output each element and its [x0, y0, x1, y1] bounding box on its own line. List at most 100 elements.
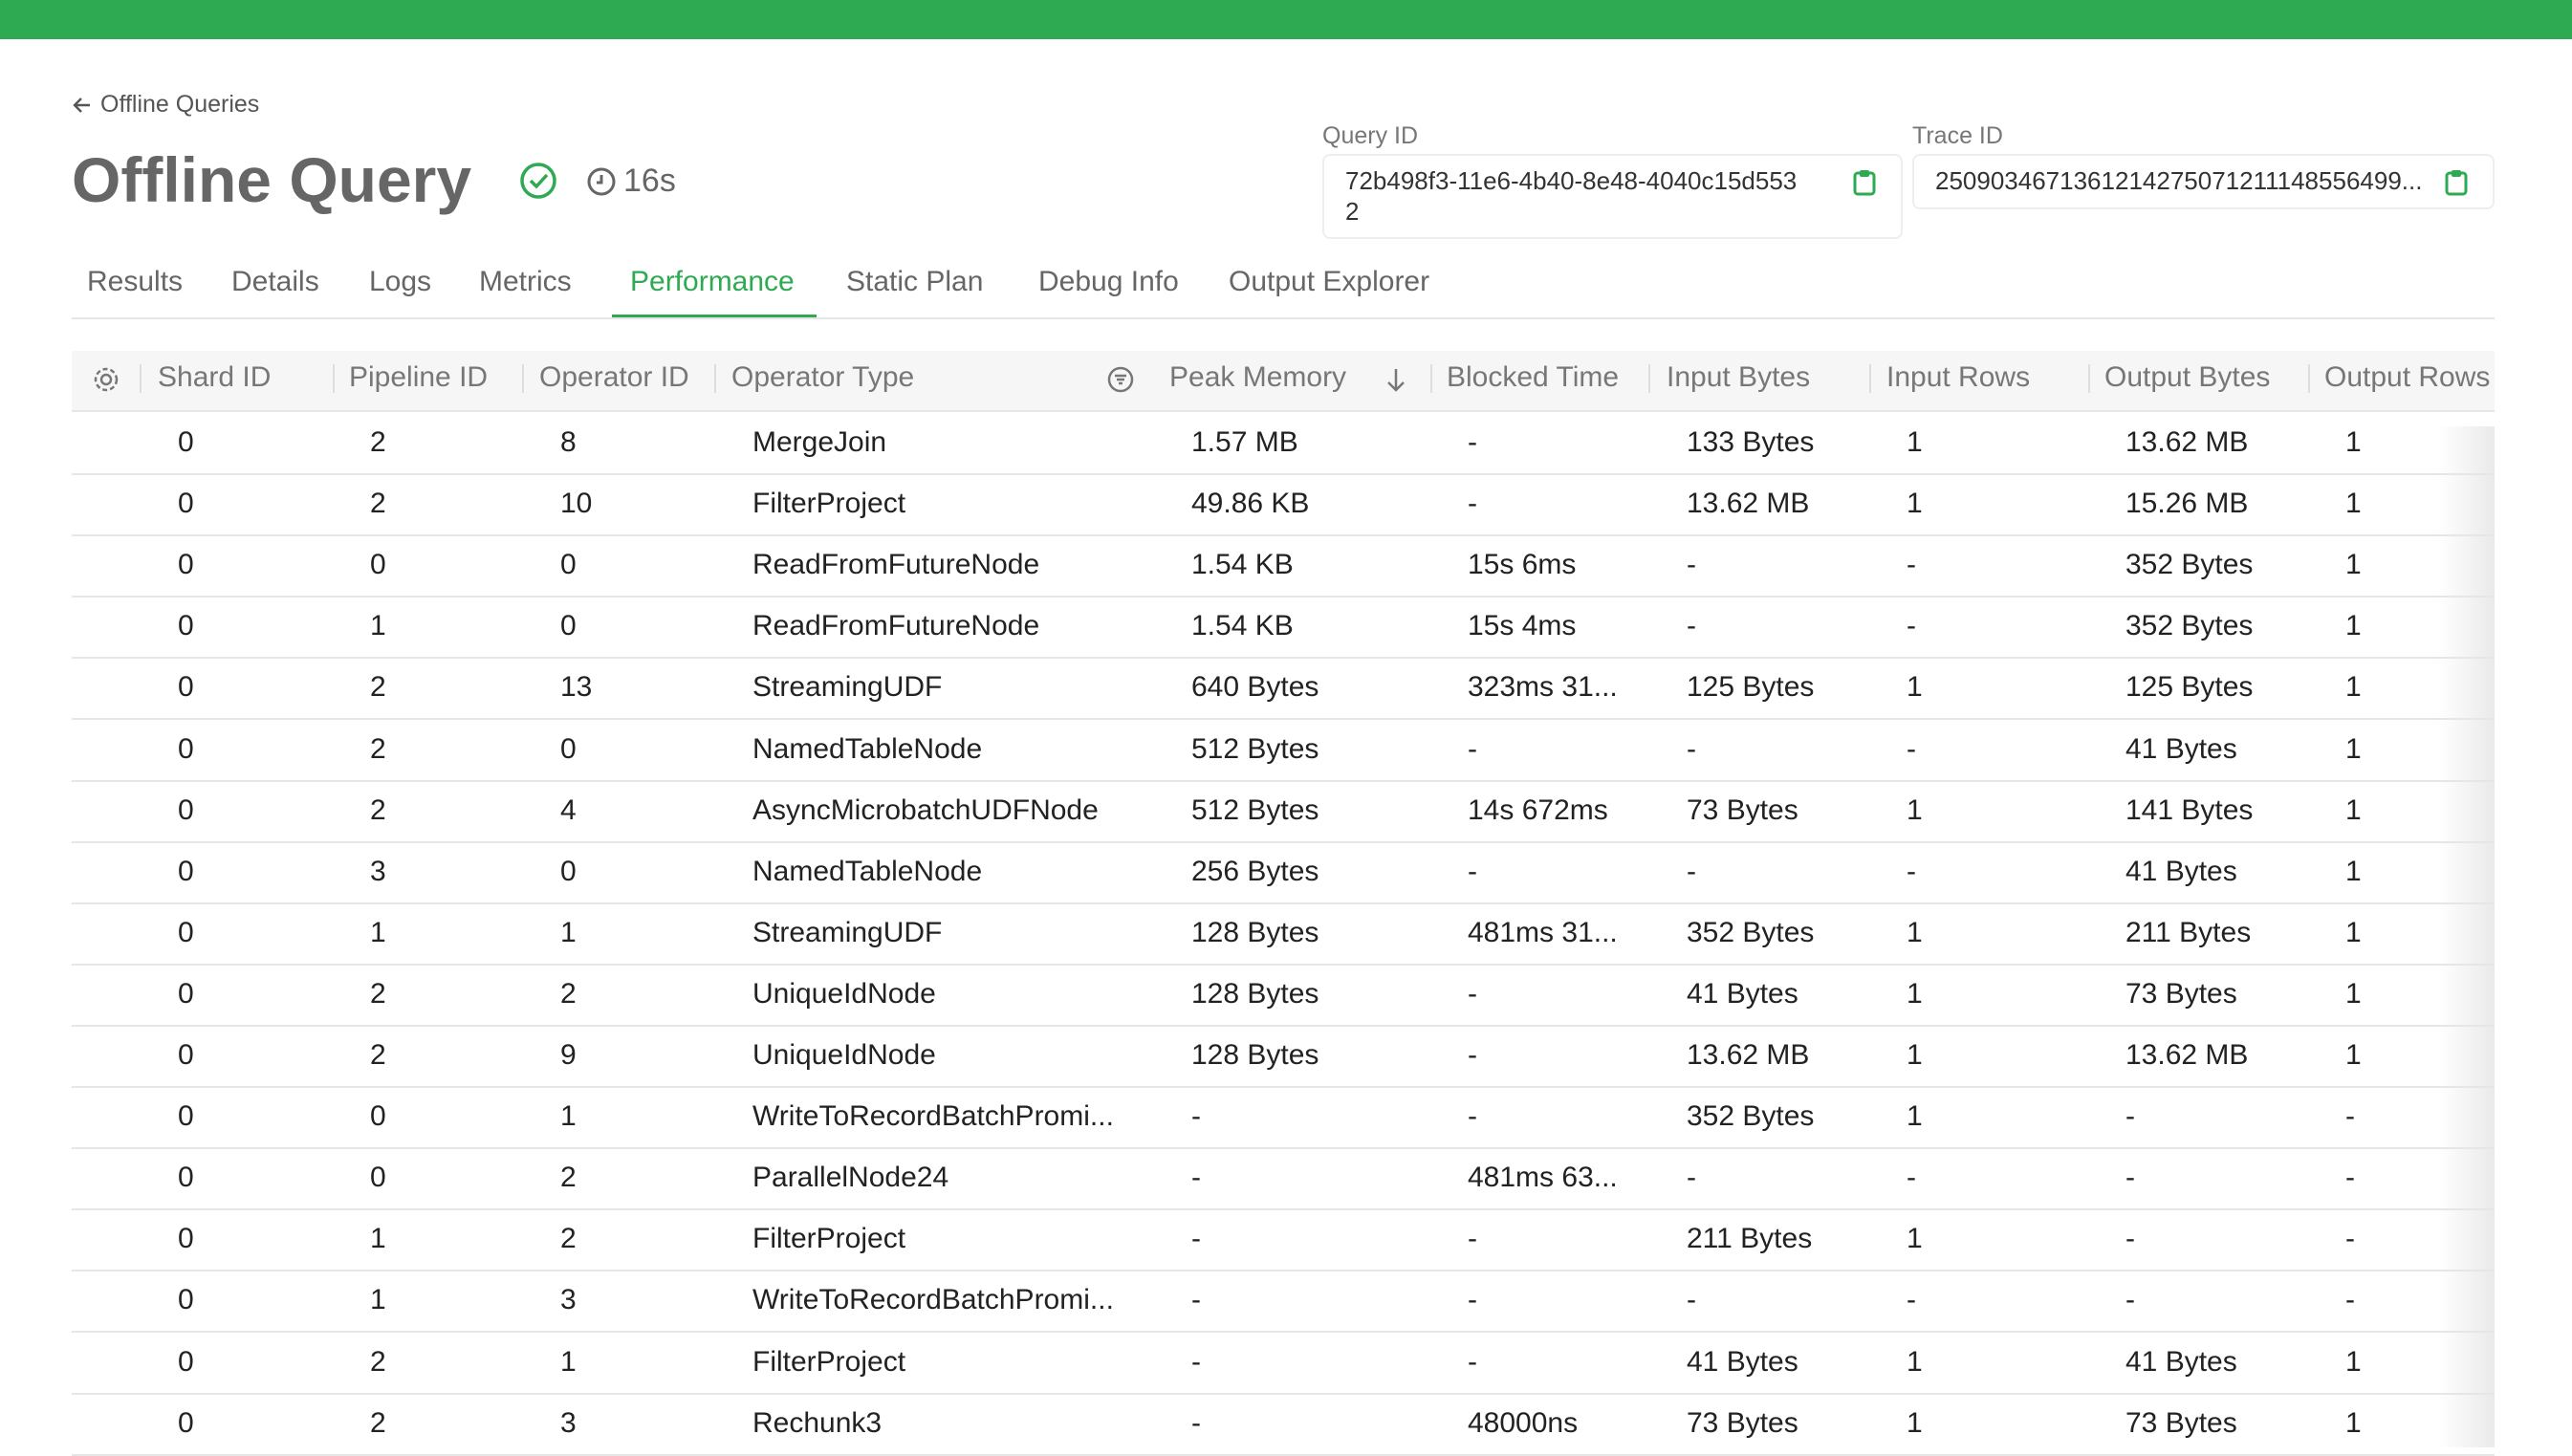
table-cell: -	[1907, 610, 1916, 642]
table-cell: FilterProject	[752, 488, 905, 520]
table-cell: -	[1191, 1223, 1201, 1255]
row-divider	[72, 596, 2495, 598]
table-cell: 0	[560, 856, 577, 888]
success-icon	[519, 162, 557, 200]
copy-button[interactable]	[1851, 168, 1878, 197]
column-header[interactable]: Shard ID	[158, 361, 271, 394]
table-cell: 0	[178, 1223, 194, 1255]
table-cell: WriteToRecordBatchPromi...	[752, 1284, 1114, 1316]
column-header[interactable]: Operator Type	[731, 361, 914, 394]
table-cell: 133 Bytes	[1687, 426, 1814, 459]
table-cell: 2	[370, 1407, 386, 1440]
table-cell: 8	[560, 426, 577, 459]
table-cell: -	[1468, 733, 1477, 766]
table-cell: 15s 4ms	[1468, 610, 1576, 642]
table-cell: 0	[370, 1100, 386, 1133]
table-cell: 0	[178, 1346, 194, 1379]
table-cell: ReadFromFutureNode	[752, 549, 1039, 581]
back-link[interactable]: Offline Queries	[72, 91, 259, 119]
row-divider	[72, 1025, 2495, 1027]
column-separator	[1430, 364, 1432, 393]
table-cell: 352 Bytes	[2125, 549, 2253, 581]
table-cell: 0	[178, 794, 194, 827]
row-divider	[72, 1086, 2495, 1088]
column-header[interactable]: Input Bytes	[1667, 361, 1810, 394]
row-divider	[72, 1393, 2495, 1395]
table-cell: 1	[1907, 1407, 1923, 1440]
table-cell: -	[1468, 1284, 1477, 1316]
tab[interactable]: Results	[87, 266, 183, 298]
table-cell: 1	[1907, 1100, 1923, 1133]
filter-icon[interactable]	[1106, 365, 1135, 394]
table-cell: 2	[370, 733, 386, 766]
table-cell: 1	[1907, 794, 1923, 827]
tab[interactable]: Debug Info	[1038, 266, 1179, 298]
column-header[interactable]: Peak Memory	[1169, 361, 1346, 394]
row-divider	[72, 718, 2495, 720]
table-cell: 1	[370, 1284, 386, 1316]
table-cell: -	[2125, 1284, 2135, 1316]
column-separator	[140, 364, 142, 393]
table-cell: 481ms 63...	[1468, 1162, 1618, 1194]
table-cell: 0	[560, 610, 577, 642]
row-divider	[72, 902, 2495, 904]
table-cell: -	[1687, 549, 1696, 581]
table-cell: ReadFromFutureNode	[752, 610, 1039, 642]
table-cell: 0	[178, 733, 194, 766]
table-cell: NamedTableNode	[752, 733, 982, 766]
column-header[interactable]: Pipeline ID	[349, 361, 488, 394]
column-header[interactable]: Output Bytes	[2104, 361, 2270, 394]
table-cell: 128 Bytes	[1191, 917, 1319, 949]
column-header[interactable]: Operator ID	[539, 361, 689, 394]
copy-button[interactable]	[2443, 168, 2470, 197]
tab[interactable]: Output Explorer	[1229, 266, 1429, 298]
table-cell: -	[1907, 1162, 1916, 1194]
table-cell: 323ms 31...	[1468, 671, 1618, 704]
table-cell: 2	[370, 488, 386, 520]
query-id-box: 72b498f3-11e6-4b40-8e48-4040c15d5532	[1322, 154, 1903, 239]
table-cell: AsyncMicrobatchUDFNode	[752, 794, 1099, 827]
table-cell: 211 Bytes	[1687, 1223, 1812, 1255]
table-cell: -	[1687, 733, 1696, 766]
table-cell: -	[1907, 856, 1916, 888]
table-cell: -	[2125, 1162, 2135, 1194]
table-cell: MergeJoin	[752, 426, 886, 459]
table-cell: 0	[370, 549, 386, 581]
tab[interactable]: Logs	[369, 266, 431, 298]
table-cell: 10	[560, 488, 592, 520]
table-cell: 481ms 31...	[1468, 917, 1618, 949]
table-cell: 1	[560, 1100, 577, 1133]
settings-icon[interactable]	[92, 365, 120, 394]
table-cell: 0	[178, 1039, 194, 1072]
row-divider	[72, 964, 2495, 966]
table-cell: 0	[178, 671, 194, 704]
table-cell: 1.54 KB	[1191, 610, 1294, 642]
table-cell: -	[2345, 1100, 2355, 1133]
table-cell: 1.54 KB	[1191, 549, 1294, 581]
table-cell: 0	[560, 549, 577, 581]
tab[interactable]: Metrics	[479, 266, 572, 298]
trace-id-label: Trace ID	[1912, 122, 2003, 150]
column-separator	[714, 364, 716, 393]
table-cell: 125 Bytes	[1687, 671, 1814, 704]
column-header[interactable]: Blocked Time	[1447, 361, 1619, 394]
table-cell: -	[1468, 856, 1477, 888]
column-header[interactable]: Input Rows	[1886, 361, 2030, 394]
table-cell: 1	[1907, 426, 1923, 459]
sort-icon[interactable]	[1384, 365, 1408, 394]
tab[interactable]: Performance	[630, 266, 795, 298]
tab[interactable]: Details	[231, 266, 319, 298]
tab-divider	[72, 317, 2495, 319]
table-cell: 73 Bytes	[2125, 1407, 2237, 1440]
table-cell: 48000ns	[1468, 1407, 1578, 1440]
table-cell: 15.26 MB	[2125, 488, 2248, 520]
query-id-label: Query ID	[1322, 122, 1418, 150]
table-cell: 0	[370, 1162, 386, 1194]
table-cell: -	[2345, 1223, 2355, 1255]
column-header[interactable]: Output Rows	[2324, 361, 2490, 394]
row-divider	[72, 1208, 2495, 1210]
table-cell: 14s 672ms	[1468, 794, 1608, 827]
table-cell: 352 Bytes	[1687, 1100, 1814, 1133]
table-cell: 0	[560, 733, 577, 766]
tab[interactable]: Static Plan	[846, 266, 983, 298]
